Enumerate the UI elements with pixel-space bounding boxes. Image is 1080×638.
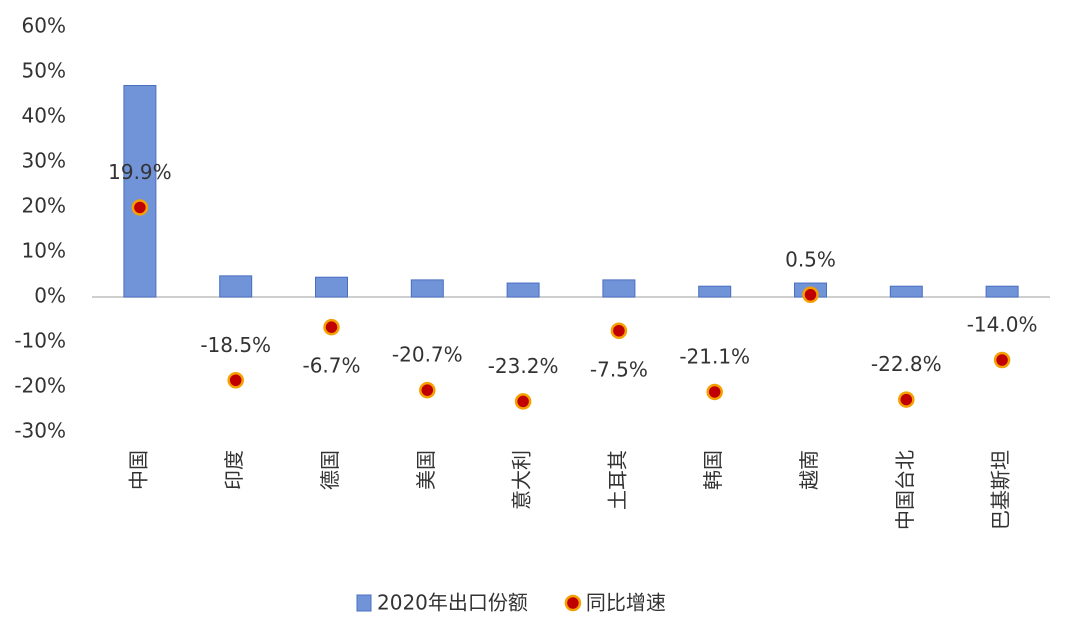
bar <box>219 275 253 298</box>
bar <box>698 285 732 298</box>
data-label: -23.2% <box>488 354 559 378</box>
legend-label: 2020年出口份额 <box>377 591 528 615</box>
bar <box>315 276 348 298</box>
bar <box>889 285 923 298</box>
x-tick-label: 巴基斯坦 <box>989 450 1013 530</box>
dot <box>227 372 244 389</box>
legend-swatch <box>356 594 372 612</box>
legend-label: 同比增速 <box>586 591 666 615</box>
bar <box>602 279 636 298</box>
y-tick-label: -20% <box>14 374 66 398</box>
data-label: -18.5% <box>200 333 271 357</box>
x-tick-label: 韩国 <box>701 450 725 490</box>
y-tick-label: -30% <box>14 419 66 443</box>
data-label: -21.1% <box>679 344 750 368</box>
bar <box>506 282 540 298</box>
y-tick-label: 10% <box>22 239 66 263</box>
data-label: 19.9% <box>108 160 172 184</box>
y-tick-label: -10% <box>14 329 66 353</box>
x-tick-label: 德国 <box>318 450 342 490</box>
dot <box>323 318 340 336</box>
dot <box>514 393 532 410</box>
data-label: -7.5% <box>590 357 648 381</box>
dot <box>898 391 915 408</box>
data-label: -20.7% <box>392 343 463 367</box>
x-tick-label: 中国台北 <box>893 450 917 530</box>
dot <box>706 383 723 401</box>
legend-swatch <box>564 594 582 612</box>
bar <box>985 285 1019 298</box>
bar <box>410 279 444 298</box>
data-label: -6.7% <box>302 354 360 378</box>
dot <box>419 381 436 399</box>
data-label: -22.8% <box>871 352 942 376</box>
x-tick-label: 土耳其 <box>605 450 629 510</box>
y-tick-label: 60% <box>22 14 66 38</box>
y-tick-label: 30% <box>22 149 66 173</box>
x-tick-label: 印度 <box>222 450 246 490</box>
data-label: 0.5% <box>785 247 836 271</box>
dot <box>993 351 1011 369</box>
x-tick-label: 中国 <box>126 450 150 490</box>
y-tick-label: 40% <box>22 104 66 128</box>
x-tick-label: 意大利 <box>510 450 534 510</box>
y-tick-label: 0% <box>34 284 66 308</box>
bar <box>123 85 157 298</box>
y-tick-label: 50% <box>22 59 66 83</box>
y-tick-label: 20% <box>22 194 66 218</box>
x-tick-label: 美国 <box>414 450 438 490</box>
dot <box>131 199 149 216</box>
dot <box>610 322 628 339</box>
data-label: -14.0% <box>967 313 1038 337</box>
x-tick-label: 越南 <box>797 450 821 490</box>
dot <box>802 286 819 303</box>
